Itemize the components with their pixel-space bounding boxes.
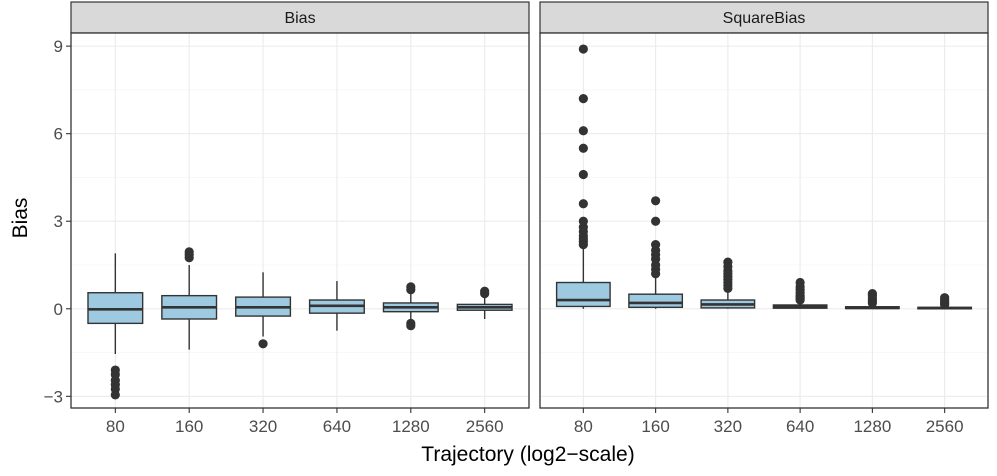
box-80 xyxy=(87,253,144,400)
outlier-point xyxy=(578,143,588,153)
outlier-point xyxy=(723,257,733,267)
box-2560 xyxy=(456,286,513,319)
outlier-point xyxy=(406,282,416,292)
y-tick-label: −3 xyxy=(44,387,63,406)
y-axis-title: Bias xyxy=(9,198,32,239)
outlier-point xyxy=(110,390,120,400)
outlier-point xyxy=(651,216,661,226)
facet-panel-1: Bias 80 160 320 640 1280 2560 −3 0 3 6 9 xyxy=(44,1,530,436)
box-2560 xyxy=(917,293,973,310)
panel-border xyxy=(539,32,989,409)
box-160 xyxy=(161,247,218,350)
outlier-point xyxy=(406,321,416,331)
panel-background xyxy=(540,33,988,408)
x-tick-label: 80 xyxy=(574,417,593,436)
box-640 xyxy=(772,277,828,309)
box-1280 xyxy=(382,282,439,331)
outlier-point xyxy=(480,286,490,296)
box-body xyxy=(555,281,611,308)
y-tick-label: 9 xyxy=(54,37,63,56)
x-tick-label: 2560 xyxy=(926,417,964,436)
facet-strip xyxy=(70,1,530,34)
box-640 xyxy=(308,281,365,331)
panel-border xyxy=(70,32,530,409)
box-320 xyxy=(700,257,756,309)
outlier-point xyxy=(795,277,805,288)
outlier-point xyxy=(184,247,194,257)
outlier-point xyxy=(578,94,588,104)
x-tick-label: 80 xyxy=(106,417,125,436)
x-tick-label: 640 xyxy=(323,417,351,436)
outlier-point xyxy=(578,169,588,180)
x-tick-label: 640 xyxy=(786,417,814,436)
x-tick-label: 160 xyxy=(175,417,203,436)
outlier-point xyxy=(578,199,588,209)
x-tick-label: 2560 xyxy=(466,417,504,436)
outlier-point xyxy=(651,239,661,250)
box-320 xyxy=(235,272,292,349)
facet-strip xyxy=(539,1,989,34)
box-80 xyxy=(555,44,611,309)
x-tick-label: 160 xyxy=(641,417,669,436)
facet-panel-2: SquareBias 80 160 320 640 1280 2560 xyxy=(539,1,989,436)
x-tick-label: 320 xyxy=(249,417,277,436)
panel-background xyxy=(71,33,529,408)
x-tick-label: 1280 xyxy=(392,417,430,436)
box-1280 xyxy=(844,289,900,310)
outlier-point xyxy=(578,126,588,136)
outlier-point xyxy=(651,196,661,206)
y-tick-label: 6 xyxy=(54,125,63,144)
y-tick-label: 3 xyxy=(54,212,63,231)
facet-panels: Bias 80 160 320 640 1280 2560 −3 0 3 6 9 SquareBias 8… xyxy=(44,1,989,436)
box-body xyxy=(87,292,144,325)
outlier-point xyxy=(258,339,268,349)
box-body xyxy=(628,293,684,309)
outlier-point xyxy=(867,289,877,299)
x-axis-title: Trajectory (log2−scale) xyxy=(421,443,634,466)
facet-strip-label: SquareBias xyxy=(723,10,806,27)
y-tick-label: 0 xyxy=(54,300,63,319)
outlier-point xyxy=(578,44,588,54)
facet-strip-label: Bias xyxy=(284,10,315,27)
x-tick-label: 1280 xyxy=(853,417,891,436)
box-160 xyxy=(628,196,684,309)
outlier-point xyxy=(940,293,950,303)
outlier-point xyxy=(578,216,588,226)
x-tick-label: 320 xyxy=(714,417,742,436)
